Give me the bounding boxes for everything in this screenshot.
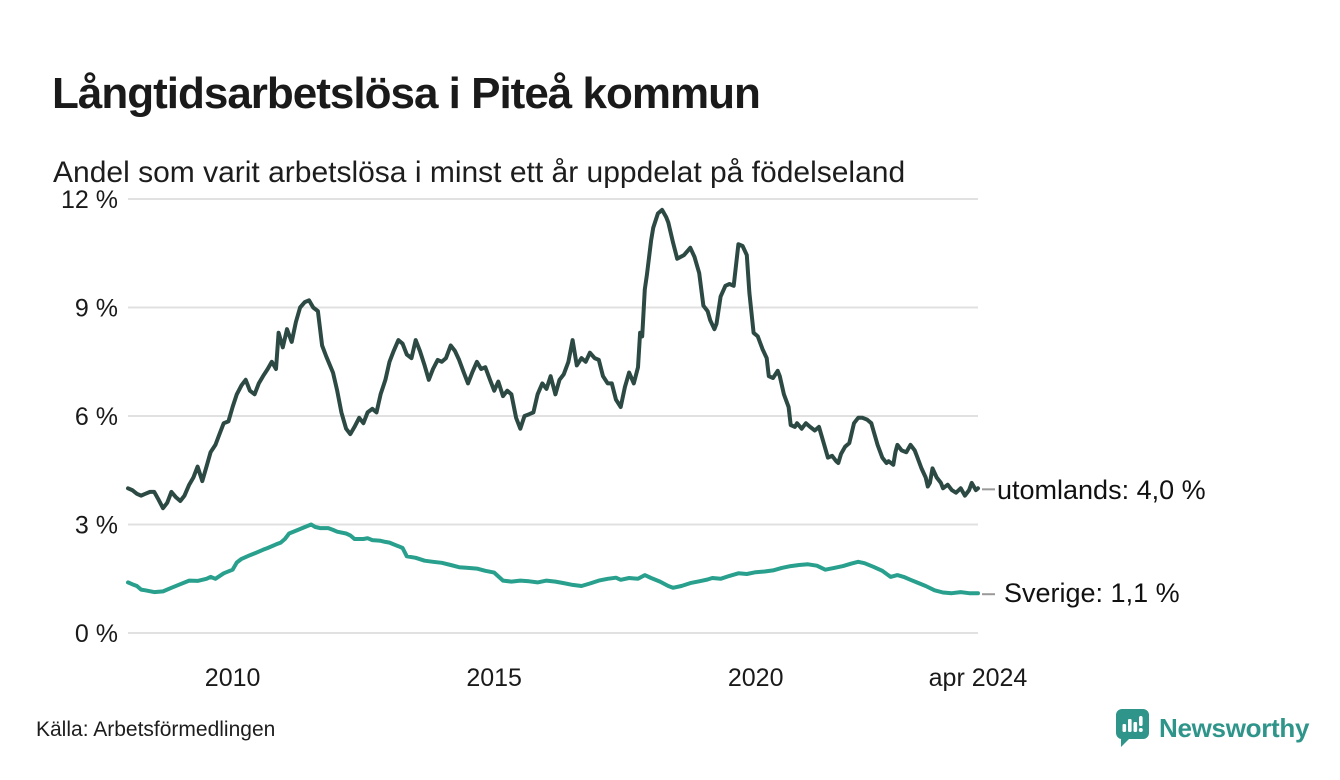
series-label-utomlands: utomlands: 4,0 % (997, 475, 1206, 505)
x-tick-label: 2020 (728, 664, 784, 692)
x-tick-label: 2010 (205, 664, 261, 692)
y-tick-label: 3 % (75, 512, 118, 540)
x-tick-label: 2015 (466, 664, 522, 692)
newsworthy-logo: Newsworthy (1115, 708, 1309, 748)
series-label-sverige: Sverige: 1,1 % (1004, 578, 1180, 608)
page-subtitle: Andel som varit arbetslösa i minst ett å… (53, 156, 906, 189)
bar-3 (1133, 722, 1138, 732)
exclamation-dot (1138, 728, 1143, 732)
newsworthy-bubble-icon (1116, 709, 1149, 747)
y-tick-label: 12 % (61, 186, 118, 214)
page-title: Långtidsarbetslösa i Piteå kommun (52, 69, 761, 119)
y-tick-label: 9 % (75, 295, 118, 323)
bar-1 (1122, 724, 1127, 732)
source-note: Källa: Arbetsförmedlingen (36, 718, 276, 741)
x-tick-label: apr 2024 (929, 664, 1028, 692)
series-line-utomlands (126, 207, 980, 511)
series-line-Sverige (126, 522, 980, 596)
y-tick-label: 6 % (75, 403, 118, 431)
exclamation-bar (1139, 716, 1143, 726)
y-tick-label: 0 % (75, 620, 118, 648)
newsworthy-logo-text: Newsworthy (1159, 712, 1310, 743)
bar-2 (1128, 719, 1132, 732)
